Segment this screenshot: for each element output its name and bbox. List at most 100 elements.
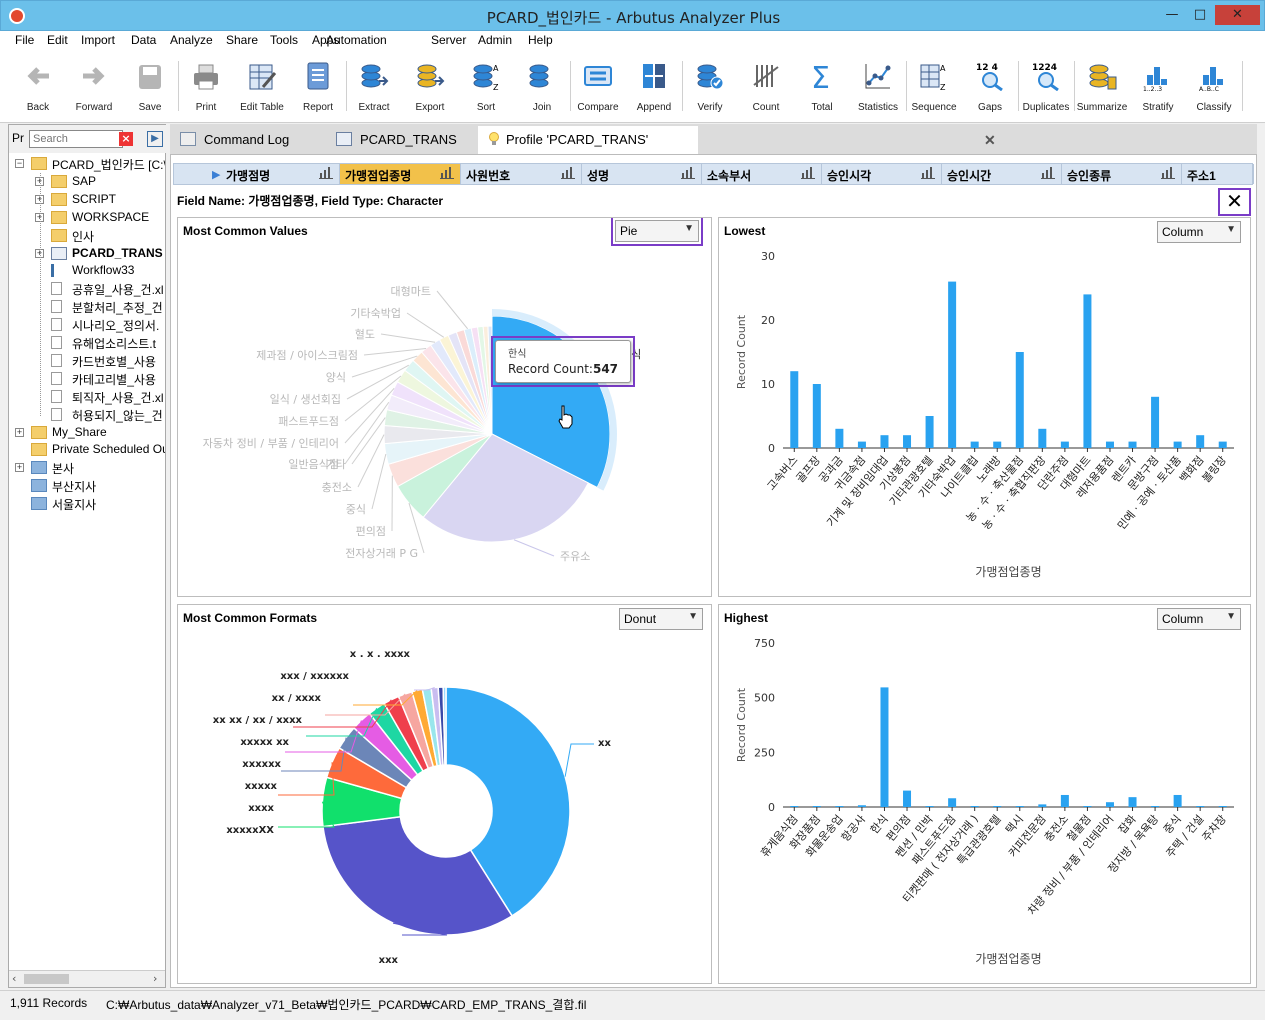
chart-type-dropdown[interactable]: Column ▼ (1157, 221, 1241, 243)
menu-edit[interactable]: Edit (47, 33, 68, 47)
bar[interactable] (857, 441, 866, 448)
bar[interactable] (1151, 396, 1160, 448)
expand-icon[interactable]: + (35, 211, 44, 222)
tree-item-node-9[interactable]: 시나리오_정의서. (9, 316, 165, 334)
donut-slice[interactable] (322, 815, 514, 936)
menu-automation[interactable]: Automation (326, 33, 387, 47)
menu-help[interactable]: Help (528, 33, 553, 47)
bar[interactable] (1218, 806, 1227, 807)
verify-button[interactable]: Verify (682, 57, 738, 119)
chart-type-dropdown[interactable]: Donut ▼ (619, 608, 703, 630)
tree-item-node-11[interactable]: 카드번호별_사용 (9, 352, 165, 370)
bar[interactable] (1128, 797, 1137, 807)
join-button[interactable]: Join (514, 57, 570, 119)
collapse-icon[interactable]: − (15, 158, 24, 168)
tree-item-pcard-c[interactable]: − PCARD_법인카드 [C:\ (9, 155, 165, 173)
bar[interactable] (835, 428, 844, 448)
statistics-button[interactable]: Statistics (850, 57, 906, 119)
bar[interactable] (993, 441, 1002, 448)
bar[interactable] (812, 806, 821, 807)
duplicates-button[interactable]: 1224 Duplicates (1018, 57, 1074, 119)
column-header[interactable]: 가맹점업종명 (340, 164, 461, 184)
bar[interactable] (925, 416, 934, 448)
chart-type-dropdown[interactable]: Pie ▼ (615, 220, 699, 242)
close-window-icon[interactable]: ✕ (1215, 5, 1260, 25)
bar[interactable] (970, 806, 979, 807)
expand-icon[interactable]: + (35, 175, 44, 186)
tree-item-node-17[interactable]: + 본사 (9, 459, 165, 477)
tree-item-t[interactable]: 유해업소리스트.t (9, 334, 165, 352)
tree-item-workspace[interactable]: + WORKSPACE (9, 209, 165, 227)
column-profile-icon[interactable] (319, 167, 333, 179)
bar[interactable] (1015, 806, 1024, 807)
clear-search-icon[interactable]: × (119, 132, 133, 146)
column-profile-icon[interactable] (561, 167, 575, 179)
tree-item-node-19[interactable]: 서울지사 (9, 495, 165, 513)
column-header[interactable]: 주소1 (1182, 164, 1254, 184)
tab-profile[interactable]: Profile 'PCARD_TRANS' ✕ (478, 126, 996, 154)
bar[interactable] (1196, 806, 1205, 807)
menu-tools[interactable]: Tools (270, 33, 299, 47)
tree-item-node-8[interactable]: 분할처리_추정_건 (9, 298, 165, 316)
tree-item-script[interactable]: + SCRIPT (9, 191, 165, 209)
tree-item-my-share[interactable]: + My_Share (9, 424, 165, 442)
expand-icon[interactable]: + (15, 462, 24, 473)
tab-command-log[interactable]: Command Log (170, 126, 325, 154)
tab-pcard-trans[interactable]: PCARD_TRANS (326, 126, 476, 154)
horizontal-scrollbar[interactable]: ‹ › (9, 970, 165, 987)
bar[interactable] (1038, 804, 1047, 807)
menu-apps[interactable]: Apps (312, 33, 340, 47)
menu-import[interactable]: Import (81, 33, 116, 47)
expand-icon[interactable]: + (35, 247, 44, 258)
tree-item-node-14[interactable]: 허용되지_않는_건 (9, 406, 165, 424)
tree-item-pcard-trans[interactable]: + PCARD_TRANS (9, 245, 165, 263)
search-input[interactable] (29, 130, 123, 148)
tree-item-sap[interactable]: + SAP (9, 173, 165, 191)
column-header[interactable]: 소속부서 (702, 164, 822, 184)
donut-slice[interactable] (442, 686, 447, 766)
menu-share[interactable]: Share (226, 33, 259, 47)
extract-button[interactable]: Extract (346, 57, 402, 119)
sort-button[interactable]: A Z Sort (458, 57, 514, 119)
bar[interactable] (1173, 441, 1182, 448)
compare-button[interactable]: Compare (570, 57, 626, 119)
sequence-button[interactable]: A Z Sequence (906, 57, 962, 119)
tree-item-private-scheduled-ou[interactable]: Private Scheduled Ou (9, 441, 165, 459)
bar[interactable] (1151, 806, 1160, 807)
column-header[interactable]: 성명 (582, 164, 702, 184)
tree-item-node-4[interactable]: 인사 (9, 227, 165, 245)
classify-button[interactable]: A..B..C Classify (1186, 57, 1242, 119)
save-button[interactable]: Save (122, 57, 178, 119)
bar[interactable] (1128, 441, 1137, 448)
total-button[interactable]: Σ Total (794, 57, 850, 119)
bar[interactable] (1015, 352, 1024, 448)
column-profile-icon[interactable] (1041, 167, 1055, 179)
column-profile-icon[interactable] (1161, 167, 1175, 179)
column-header[interactable]: 가맹점명 (221, 164, 340, 184)
bar[interactable] (835, 806, 844, 807)
bar[interactable] (993, 806, 1002, 807)
bar[interactable] (925, 806, 934, 807)
back-button[interactable]: Back (10, 57, 66, 119)
bar[interactable] (903, 435, 912, 448)
expand-icon[interactable]: + (15, 426, 24, 437)
bar[interactable] (880, 435, 889, 448)
bar[interactable] (903, 790, 912, 807)
scroll-right-icon[interactable]: › (153, 972, 158, 985)
column-profile-icon[interactable] (440, 167, 454, 179)
bar[interactable] (1083, 806, 1092, 807)
scroll-left-icon[interactable]: ‹ (12, 972, 17, 985)
tree-item-node-12[interactable]: 카테고리별_사용 (9, 370, 165, 388)
summarize-button[interactable]: Summarize (1074, 57, 1130, 119)
count-button[interactable]: Count (738, 57, 794, 119)
pie-slice[interactable] (422, 433, 589, 543)
forward-button[interactable]: Forward (66, 57, 122, 119)
close-profile-icon[interactable]: ✕ (1218, 188, 1251, 216)
bar[interactable] (1083, 294, 1092, 448)
chart-type-dropdown[interactable]: Column ▼ (1157, 608, 1241, 630)
bar[interactable] (1060, 441, 1069, 448)
column-header[interactable]: 승인시간 (942, 164, 1062, 184)
bar[interactable] (1196, 435, 1205, 448)
tree-item-workflow33[interactable]: Workflow33 (9, 262, 165, 280)
donut-slice[interactable] (445, 686, 571, 917)
